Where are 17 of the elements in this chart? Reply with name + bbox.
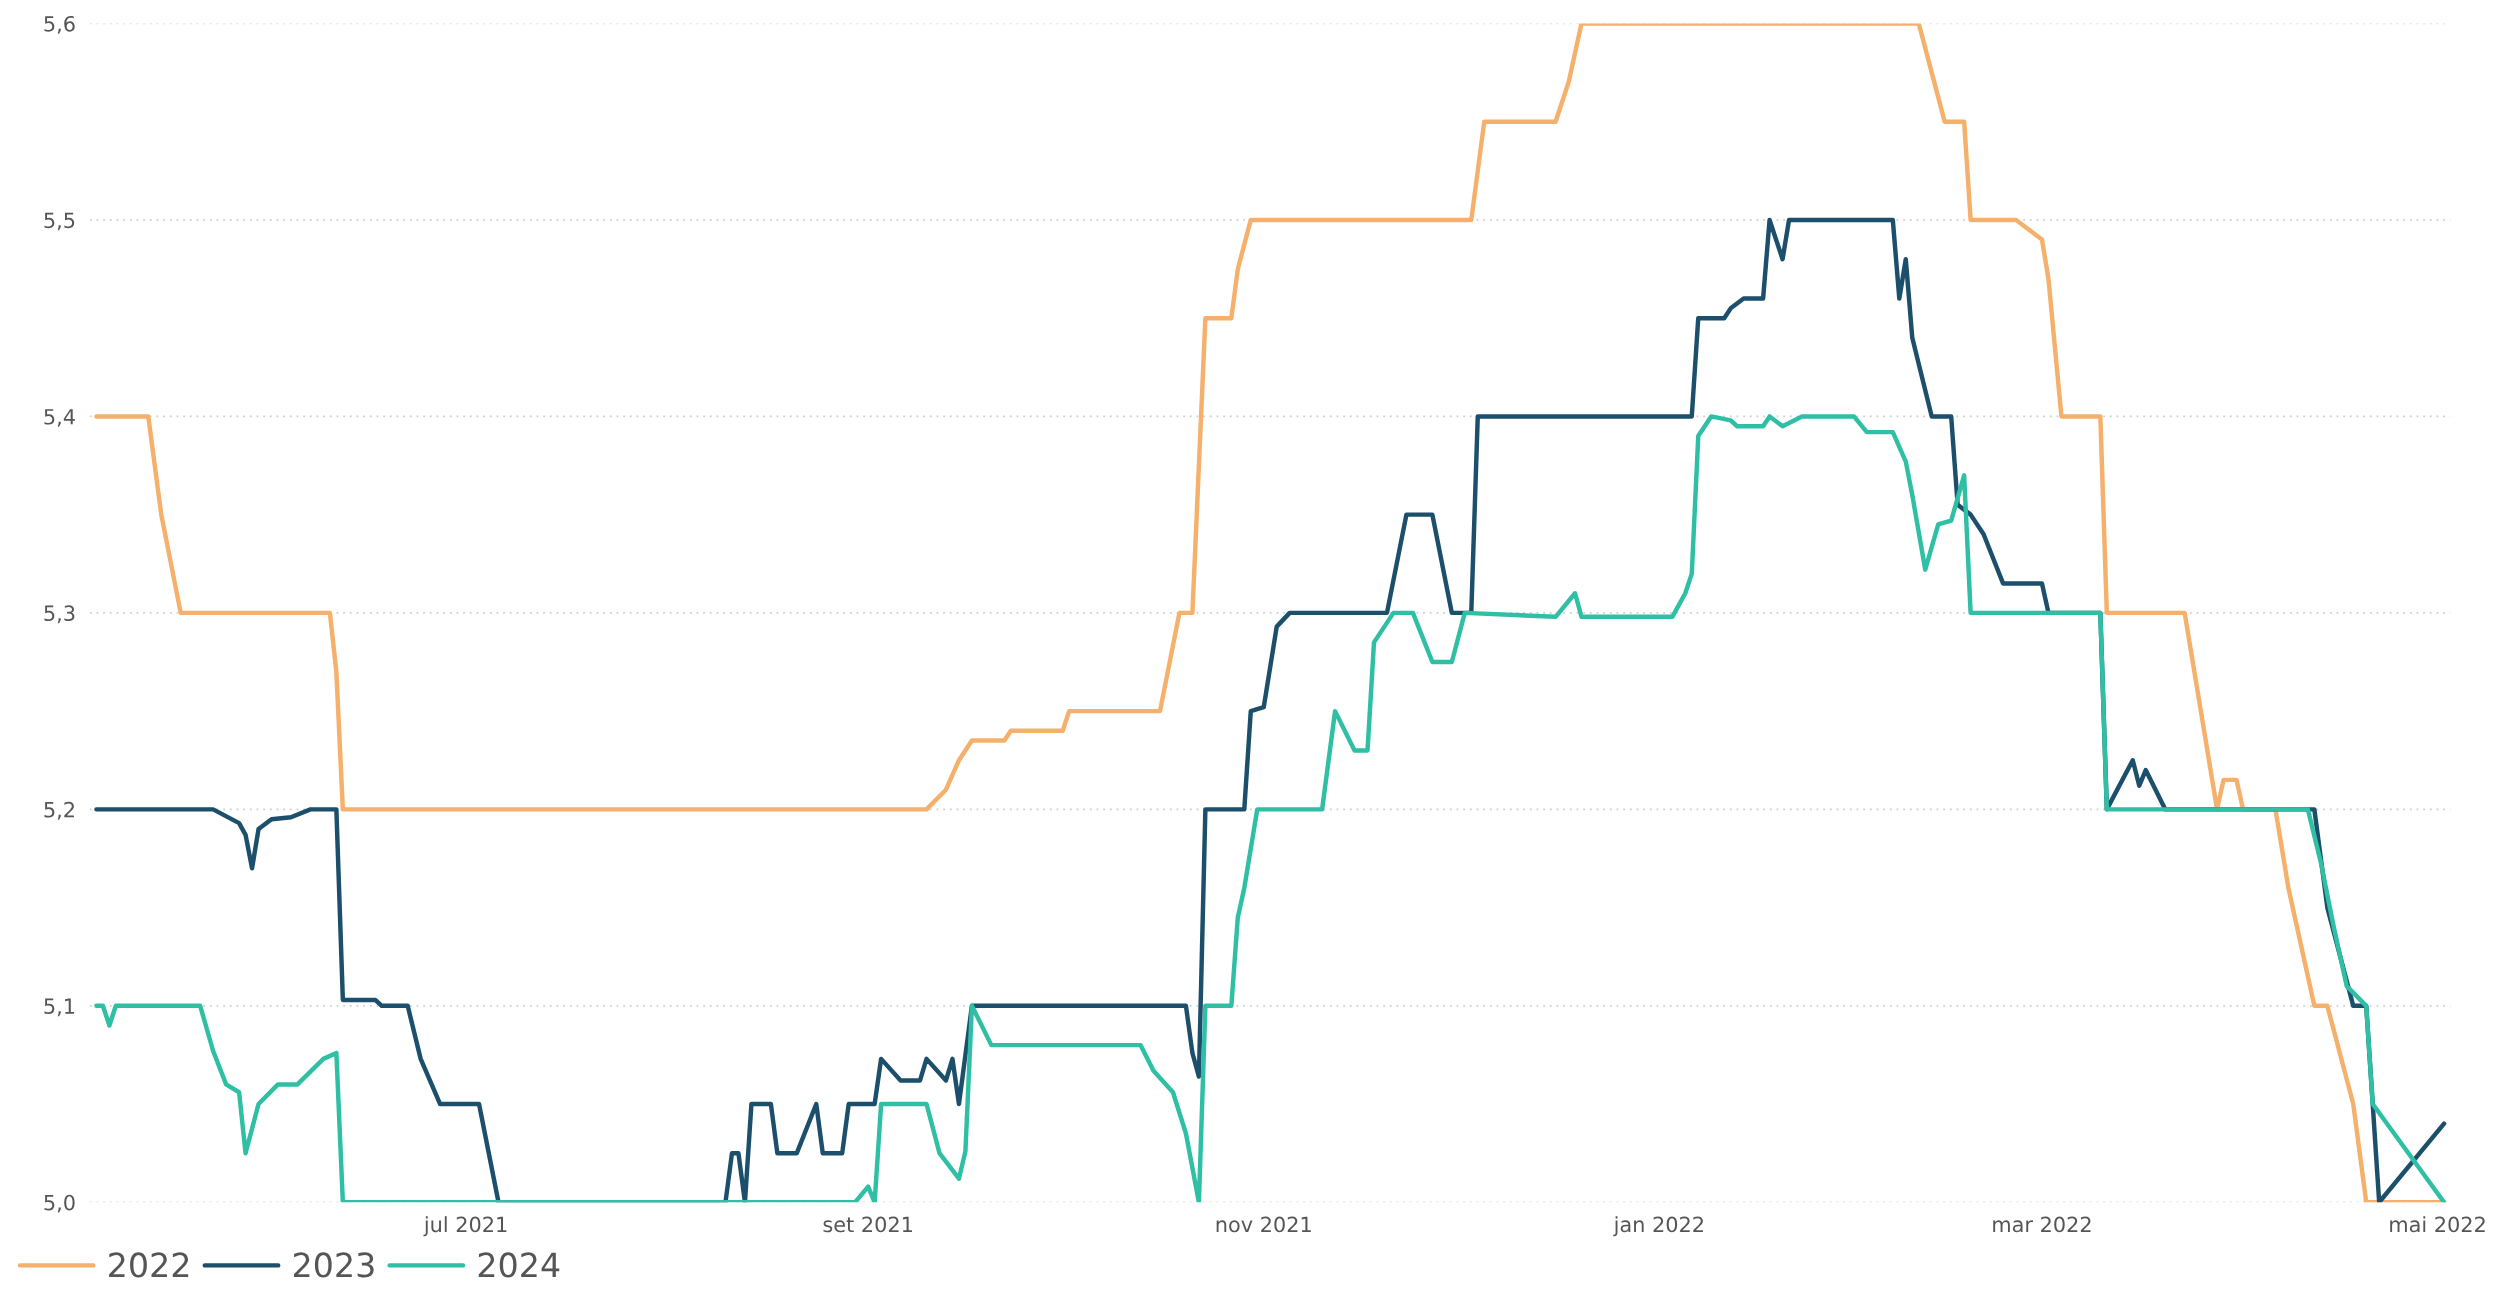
y-tick-label: 5,0 [44, 1194, 75, 1213]
y-tick-label: 5,4 [44, 409, 75, 427]
line-series [94, 414, 2447, 1203]
x-tick-label: nov 2021 [1216, 1216, 1311, 1233]
y-tick-label: 5,3 [44, 605, 75, 624]
y-tick-label: 5,1 [44, 998, 75, 1017]
x-tick-label: set 2021 [823, 1216, 912, 1233]
legend-label: 2023 [293, 1252, 374, 1278]
x-tick-label: mai 2022 [2390, 1216, 2485, 1233]
legend-label: 2024 [478, 1252, 560, 1278]
y-tick-label: 5,2 [44, 801, 74, 820]
x-tick-label: mar 2022 [1993, 1216, 2091, 1233]
legend-label: 2022 [109, 1252, 189, 1278]
y-tick-label: 5,6 [44, 15, 75, 34]
x-tick-label: jan 2022 [1613, 1216, 1703, 1237]
x-tick-label: jul 2021 [423, 1216, 507, 1237]
y-tick-label: 5,5 [44, 212, 75, 231]
